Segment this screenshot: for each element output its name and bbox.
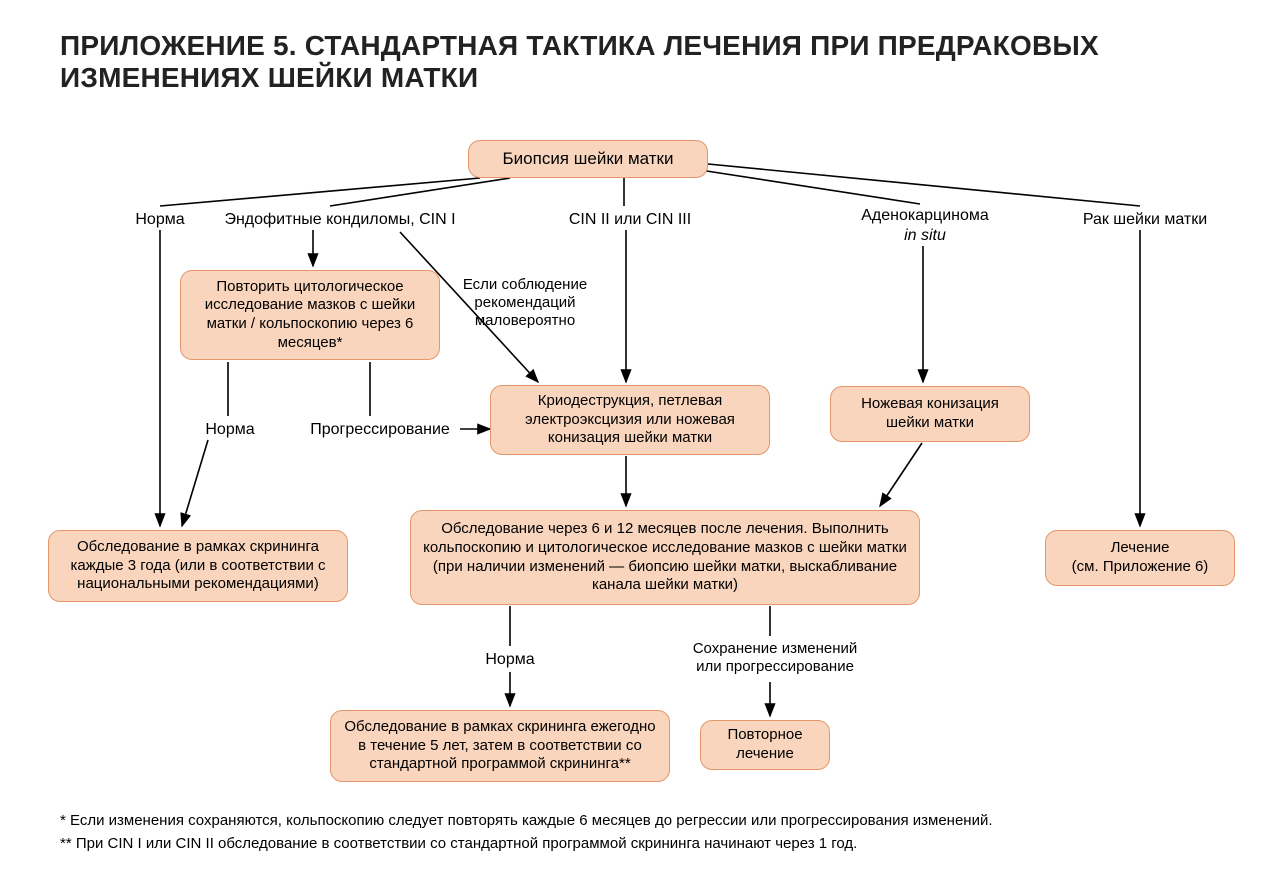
flow-label-l_norma3: Норма <box>470 650 550 669</box>
flow-node-screen5: Обследование в рамках скрининга ежегодно… <box>330 710 670 782</box>
flow-label-l_norma2: Норма <box>190 420 270 439</box>
flow-node-knife: Ножевая конизация шейки матки <box>830 386 1030 442</box>
flow-edge <box>160 178 480 206</box>
footnote-line: * Если изменения сохраняются, кольпоскоп… <box>60 810 1220 833</box>
flow-label-l_adeno: Аденокарцинома <box>840 206 1010 225</box>
flow-label-l_sohr: Сохранение изменений или прогрессировани… <box>670 640 880 676</box>
flow-label-l_eslim: Если соблюдение рекомендаций маловероятн… <box>450 276 600 330</box>
flow-label-l_endo: Эндофитные кондиломы, CIN I <box>210 210 470 229</box>
page-title: ПРИЛОЖЕНИЕ 5. СТАНДАРТНАЯ ТАКТИКА ЛЕЧЕНИ… <box>60 30 1220 94</box>
flow-edge <box>700 170 920 204</box>
flow-label-l_cin23: CIN II или CIN III <box>550 210 710 229</box>
flow-edge <box>880 443 922 506</box>
flow-label-l_insitu: in situ <box>885 226 965 245</box>
flow-node-root: Биопсия шейки матки <box>468 140 708 178</box>
footnotes: * Если изменения сохраняются, кольпоскоп… <box>60 810 1220 855</box>
flow-label-l_progr: Прогрессирование <box>295 420 465 439</box>
flow-node-screen3: Обследование в рамках скрининга каждые 3… <box>48 530 348 602</box>
flow-node-repeat: Повторить цитологическое исследование ма… <box>180 270 440 360</box>
flow-node-follow: Обследование через 6 и 12 месяцев после … <box>410 510 920 605</box>
flow-edge <box>182 440 208 526</box>
flow-label-l_norma1: Норма <box>120 210 200 229</box>
flow-node-cryo: Криодеструкция, петлевая электроэксцизия… <box>490 385 770 455</box>
flow-node-retreat: Повторное лечение <box>700 720 830 770</box>
flow-label-l_cancer: Рак шейки матки <box>1060 210 1230 229</box>
footnote-line: ** При CIN I или CIN II обследование в с… <box>60 833 1220 856</box>
flow-node-treat: Лечение (см. Приложение 6) <box>1045 530 1235 586</box>
flow-edge <box>330 178 510 206</box>
page: ПРИЛОЖЕНИЕ 5. СТАНДАРТНАЯ ТАКТИКА ЛЕЧЕНИ… <box>0 0 1280 880</box>
flow-edge <box>708 164 1140 206</box>
